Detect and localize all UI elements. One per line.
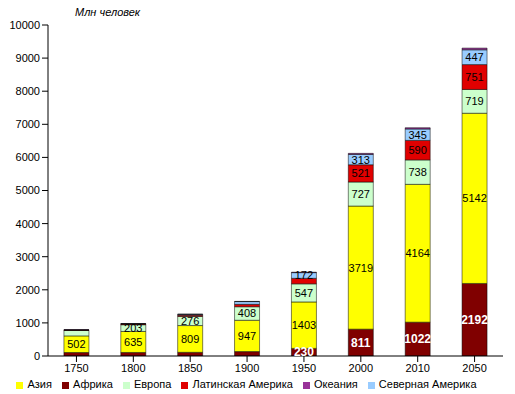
html-text:Африка: Африка bbox=[73, 378, 113, 390]
svg-text:1900: 1900 bbox=[235, 362, 259, 374]
svg-text:5142: 5142 bbox=[462, 192, 486, 204]
svg-text:2000: 2000 bbox=[349, 362, 373, 374]
svg-text:521: 521 bbox=[352, 167, 370, 179]
svg-text:1000: 1000 bbox=[16, 317, 40, 329]
html-text:Азия: Азия bbox=[27, 378, 52, 390]
svg-text:2192: 2192 bbox=[461, 313, 488, 327]
svg-text:0: 0 bbox=[34, 350, 40, 362]
svg-text:8000: 8000 bbox=[16, 85, 40, 97]
svg-text:3719: 3719 bbox=[349, 262, 373, 274]
svg-text:547: 547 bbox=[295, 287, 313, 299]
svg-text:5000: 5000 bbox=[16, 184, 40, 196]
svg-text:276: 276 bbox=[181, 315, 199, 327]
svg-text:6000: 6000 bbox=[16, 151, 40, 163]
html-text:Северная Америка: Северная Америка bbox=[378, 378, 477, 390]
svg-text:313: 313 bbox=[352, 154, 370, 166]
svg-text:502: 502 bbox=[67, 338, 85, 350]
svg-text:408: 408 bbox=[238, 307, 256, 319]
svg-text:1800: 1800 bbox=[121, 362, 145, 374]
svg-text:635: 635 bbox=[124, 336, 142, 348]
svg-text:203: 203 bbox=[124, 322, 142, 334]
svg-text:719: 719 bbox=[465, 95, 483, 107]
html-text:Океания: Океания bbox=[313, 378, 358, 390]
svg-text:590: 590 bbox=[408, 144, 426, 156]
html-text:Латинская Америка: Латинская Америка bbox=[192, 378, 293, 390]
svg-text:3000: 3000 bbox=[16, 251, 40, 263]
svg-text:230: 230 bbox=[294, 345, 314, 359]
svg-text:1403: 1403 bbox=[292, 319, 316, 331]
svg-text:1950: 1950 bbox=[292, 362, 316, 374]
svg-text:10000: 10000 bbox=[9, 19, 40, 31]
svg-text:751: 751 bbox=[465, 71, 483, 83]
svg-text:447: 447 bbox=[465, 51, 483, 63]
svg-text:947: 947 bbox=[238, 330, 256, 342]
svg-text:172: 172 bbox=[295, 269, 313, 281]
svg-text:809: 809 bbox=[181, 333, 199, 345]
svg-text:2050: 2050 bbox=[462, 362, 486, 374]
svg-text:4000: 4000 bbox=[16, 218, 40, 230]
svg-text:738: 738 bbox=[408, 166, 426, 178]
svg-text:1850: 1850 bbox=[178, 362, 202, 374]
svg-text:727: 727 bbox=[352, 188, 370, 200]
svg-text:811: 811 bbox=[351, 336, 371, 350]
html-text:Млн человек: Млн человек bbox=[75, 6, 141, 18]
html-text:Европа: Европа bbox=[133, 378, 172, 390]
svg-text:9000: 9000 bbox=[16, 52, 40, 64]
svg-text:4164: 4164 bbox=[405, 247, 429, 259]
svg-text:2000: 2000 bbox=[16, 284, 40, 296]
svg-text:7000: 7000 bbox=[16, 118, 40, 130]
svg-text:1022: 1022 bbox=[404, 332, 431, 346]
svg-text:345: 345 bbox=[408, 129, 426, 141]
svg-text:2010: 2010 bbox=[405, 362, 429, 374]
svg-text:1750: 1750 bbox=[64, 362, 88, 374]
